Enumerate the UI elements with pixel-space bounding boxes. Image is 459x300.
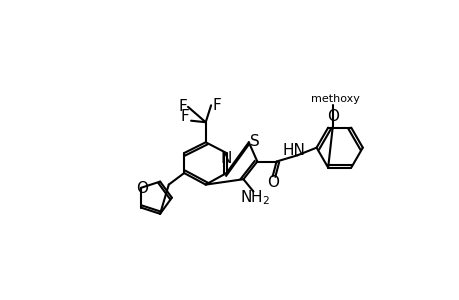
Text: NH$_2$: NH$_2$ [240, 188, 269, 207]
Text: O: O [267, 175, 279, 190]
Text: F: F [178, 99, 187, 114]
Text: HN: HN [282, 143, 305, 158]
Text: S: S [250, 134, 259, 149]
Text: F: F [212, 98, 220, 113]
Text: N: N [220, 151, 232, 166]
Text: O: O [326, 109, 338, 124]
Text: F: F [180, 109, 189, 124]
Text: methoxy: methoxy [310, 94, 359, 104]
Text: O: O [136, 181, 148, 196]
